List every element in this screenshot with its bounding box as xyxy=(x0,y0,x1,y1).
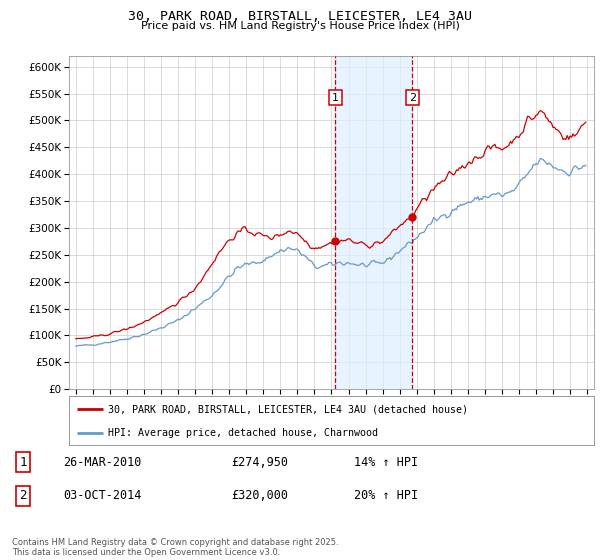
Text: 2: 2 xyxy=(409,92,416,102)
Bar xyxy=(335,56,412,389)
Text: 2: 2 xyxy=(19,489,26,502)
Text: 26-MAR-2010: 26-MAR-2010 xyxy=(63,456,142,469)
Text: 03-OCT-2014: 03-OCT-2014 xyxy=(63,489,142,502)
Text: £320,000: £320,000 xyxy=(231,489,288,502)
Text: 20% ↑ HPI: 20% ↑ HPI xyxy=(354,489,418,502)
Text: 1: 1 xyxy=(332,92,339,102)
Text: £274,950: £274,950 xyxy=(231,456,288,469)
Text: 1: 1 xyxy=(19,456,26,469)
Text: 30, PARK ROAD, BIRSTALL, LEICESTER, LE4 3AU: 30, PARK ROAD, BIRSTALL, LEICESTER, LE4 … xyxy=(128,10,472,23)
Text: Contains HM Land Registry data © Crown copyright and database right 2025.
This d: Contains HM Land Registry data © Crown c… xyxy=(12,538,338,557)
Text: HPI: Average price, detached house, Charnwood: HPI: Average price, detached house, Char… xyxy=(109,428,379,438)
Text: 14% ↑ HPI: 14% ↑ HPI xyxy=(354,456,418,469)
Text: 30, PARK ROAD, BIRSTALL, LEICESTER, LE4 3AU (detached house): 30, PARK ROAD, BIRSTALL, LEICESTER, LE4 … xyxy=(109,404,469,414)
Text: Price paid vs. HM Land Registry's House Price Index (HPI): Price paid vs. HM Land Registry's House … xyxy=(140,21,460,31)
